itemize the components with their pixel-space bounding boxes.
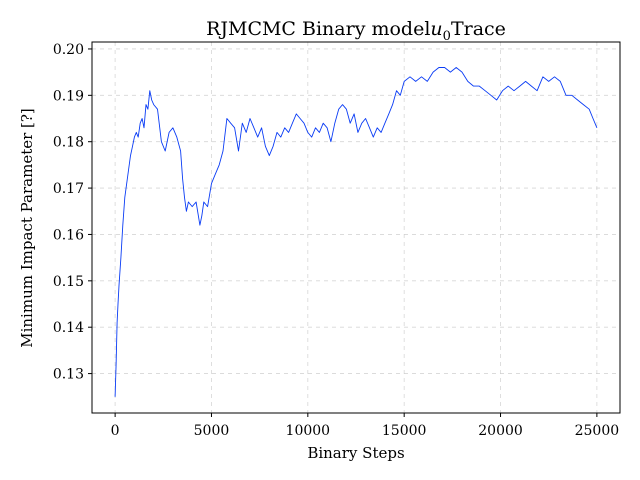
y-tick-label: 0.20 — [53, 42, 84, 58]
x-axis: 0 5000 10000 15000 20000 25000 — [111, 413, 619, 439]
chart-title: RJMCMC Binary modelu0Trace — [206, 18, 506, 44]
series-layer — [114, 67, 598, 397]
y-tick-label: 0.16 — [53, 227, 84, 243]
y-tick-label: 0.13 — [53, 367, 84, 383]
x-tick-label: 10000 — [286, 423, 331, 439]
y-tick-label: 0.15 — [53, 274, 84, 290]
title-subscript: 0 — [443, 29, 451, 44]
plot-frame — [91, 41, 621, 414]
title-suffix: Trace — [451, 18, 506, 40]
x-axis-label: Binary Steps — [307, 444, 404, 462]
x-tick-label: 20000 — [478, 423, 523, 439]
x-tick-label: 25000 — [575, 423, 620, 439]
y-axis: 0.13 0.14 0.15 0.16 0.17 0.18 0.19 0.20 — [53, 42, 92, 383]
x-tick-label: 0 — [111, 423, 120, 439]
grid — [92, 42, 620, 413]
title-prefix: RJMCMC Binary model — [206, 18, 430, 40]
y-axis-label: Minimum Impact Parameter [?] — [18, 108, 36, 348]
y-tick-label: 0.17 — [53, 181, 84, 197]
title-symbol: u — [430, 18, 442, 40]
trace-line — [114, 67, 598, 397]
x-tick-label: 15000 — [382, 423, 427, 439]
y-tick-label: 0.18 — [53, 135, 84, 151]
y-tick-label: 0.14 — [53, 320, 84, 336]
y-tick-label: 0.19 — [53, 88, 84, 104]
x-tick-label: 5000 — [194, 423, 230, 439]
